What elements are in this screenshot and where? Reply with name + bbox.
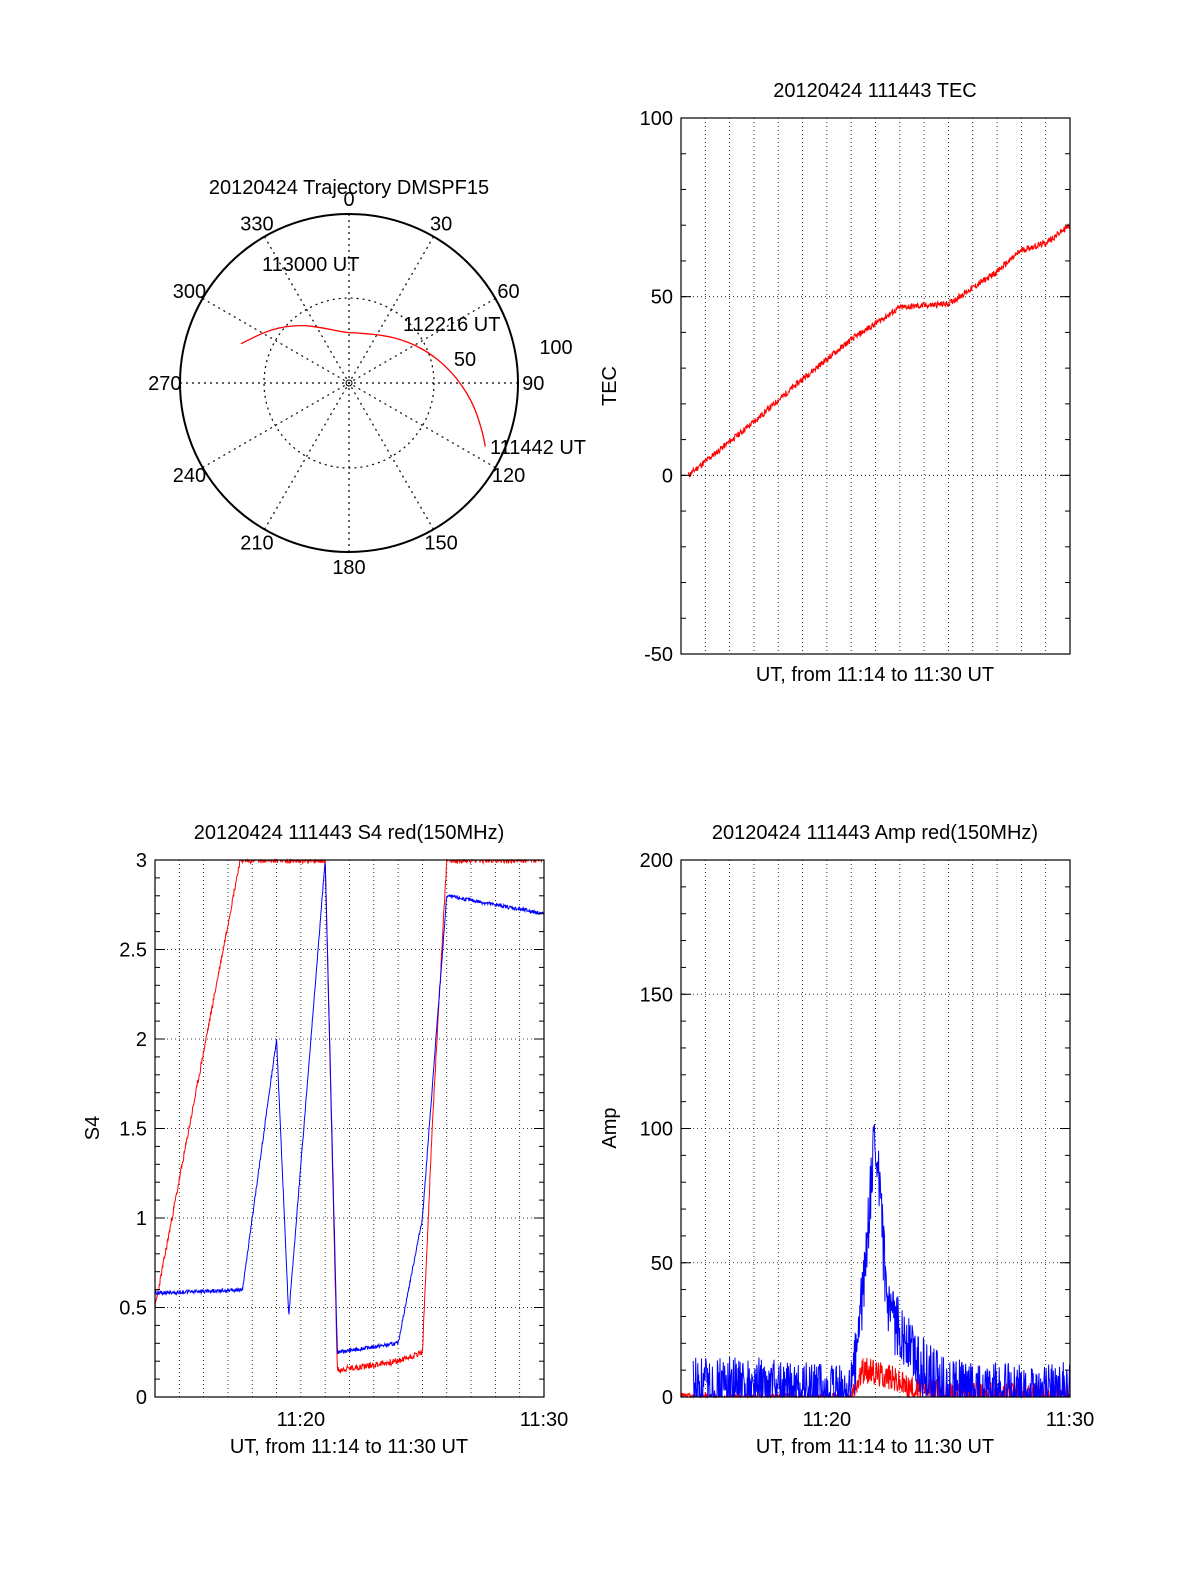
s4-xlabel: UT, from 11:14 to 11:30 UT [230, 1436, 468, 1458]
s4-ytick-label: 1.5 [119, 1119, 147, 1141]
amp-xtick-label: 11:30 [1046, 1409, 1095, 1431]
polar-az-label: 180 [332, 557, 365, 579]
polar-az-label: 60 [497, 281, 519, 303]
s4-grid [155, 860, 544, 1397]
s4-ticks [155, 859, 544, 1398]
tec-series [687, 222, 1071, 479]
polar-annotation: 113000 UT [262, 254, 359, 276]
polar-radial-tick: 50 [454, 349, 476, 371]
polar-az-label: 30 [430, 213, 452, 235]
polar-az-label: 330 [240, 213, 273, 235]
series-line [154, 863, 545, 1355]
amp-title: 20120424 111443 Amp red(150MHz) [712, 822, 1038, 844]
s4-ytick-label: 2.5 [119, 940, 147, 962]
polar-az-label: 0 [343, 189, 354, 211]
tec-plot-frame [680, 117, 1071, 655]
amp-ticks [681, 859, 1070, 1398]
tec-ytick-label: 100 [640, 108, 673, 130]
amp-plot: 20120424 111443 Amp red(150MHz) 0 50 100… [599, 822, 1094, 1458]
polar-radial-tick: 100 [539, 337, 572, 359]
tec-ytick-label: -50 [644, 644, 673, 666]
s4-ytick-label: 3 [136, 850, 147, 872]
s4-ytick-label: 0.5 [119, 1298, 147, 1320]
tec-ylabel: TEC [599, 366, 621, 406]
polar-az-label: 90 [522, 373, 544, 395]
s4-xtick-label: 11:20 [277, 1409, 326, 1431]
s4-ylabel: S4 [82, 1116, 104, 1140]
amp-ytick-label: 100 [640, 1119, 673, 1141]
polar-azimuth-labels: 0 30 60 90 120 150 180 210 240 270 300 3… [148, 189, 544, 579]
amp-ytick-label: 200 [640, 850, 673, 872]
polar-center [345, 379, 353, 387]
polar-title: 20120424 Trajectory DMSPF15 [209, 177, 489, 199]
polar-spokes [180, 214, 518, 552]
s4-title: 20120424 111443 S4 red(150MHz) [194, 822, 505, 844]
polar-az-label: 270 [148, 373, 181, 395]
tec-ticks [681, 117, 1070, 655]
s4-ytick-label: 0 [136, 1387, 147, 1409]
polar-annotation: 111442 UT [490, 437, 586, 459]
tec-plot: 20120424 111443 TEC -50 0 50 100 TEC UT,… [599, 80, 1071, 686]
amp-grid [681, 860, 1070, 1397]
polar-spoke [263, 236, 435, 530]
amp-ytick-label: 0 [662, 1387, 673, 1409]
polar-az-label: 120 [492, 465, 525, 487]
amp-ytick-label: 150 [640, 984, 673, 1006]
tec-xlabel: UT, from 11:14 to 11:30 UT [756, 664, 994, 686]
amp-ylabel: Amp [599, 1107, 621, 1148]
amp-ytick-label: 50 [651, 1253, 673, 1275]
s4-ytick-label: 2 [136, 1029, 147, 1051]
series-line [692, 1124, 1071, 1399]
tec-title: 20120424 111443 TEC [773, 80, 977, 102]
amp-xlabel: UT, from 11:14 to 11:30 UT [756, 1436, 994, 1458]
polar-az-label: 240 [173, 465, 206, 487]
tec-grid [681, 118, 1070, 654]
series-line [687, 222, 1071, 479]
polar-trajectory-plot: 20120424 Trajectory DMSPF15 0 30 60 90 1… [148, 177, 586, 579]
polar-az-label: 300 [173, 281, 206, 303]
s4-plot: 20120424 111443 S4 red(150MHz) 0 0.5 1 1… [82, 822, 568, 1458]
amp-xtick-label: 11:20 [803, 1409, 852, 1431]
polar-az-label: 210 [240, 533, 273, 555]
polar-az-label: 150 [424, 533, 457, 555]
polar-trajectory-line [240, 324, 486, 447]
polar-annotation: 112216 UT [403, 314, 500, 336]
tec-ytick-label: 0 [662, 465, 673, 487]
tec-ytick-label: 50 [651, 287, 673, 309]
s4-xtick-label: 11:30 [520, 1409, 569, 1431]
s4-ytick-label: 1 [136, 1208, 147, 1230]
